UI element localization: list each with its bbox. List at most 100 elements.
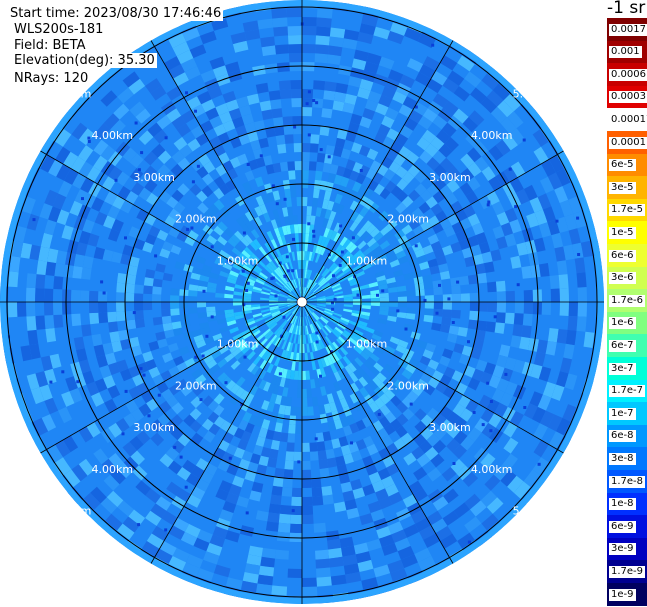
range-gate-cell (161, 388, 174, 401)
range-gate-cell (224, 227, 235, 238)
range-gate-cell (379, 297, 390, 302)
low-value-speckle (81, 197, 84, 201)
range-gate-cell (71, 122, 88, 140)
range-gate-cell (265, 318, 275, 325)
range-gate-cell (401, 195, 414, 208)
range-gate-cell (189, 408, 202, 421)
range-gate-cell (202, 224, 214, 235)
range-gate-cell (306, 305, 315, 312)
range-gate-cell (355, 270, 365, 278)
low-value-speckle (259, 154, 263, 158)
low-value-speckle (330, 350, 334, 354)
range-gate-cell (277, 236, 284, 246)
range-gate-cell (275, 44, 289, 55)
range-gate-cell (507, 111, 524, 129)
range-gate-cell (90, 486, 107, 504)
range-gate-cell (264, 63, 278, 74)
range-gate-cell (259, 204, 268, 215)
range-gate-cell (269, 250, 277, 260)
range-gate-cell (212, 526, 228, 539)
colorbar-tick-label: 3e-8 (609, 452, 636, 465)
range-gate-cell (302, 287, 305, 297)
range-gate-cell (215, 103, 229, 116)
range-gate-cell (250, 139, 261, 151)
range-gate-cell (213, 199, 225, 211)
range-gate-cell (475, 232, 488, 245)
range-gate-cell (239, 525, 254, 537)
range-gate-cell (45, 261, 57, 276)
ring-label: 2.00km (175, 379, 217, 392)
range-gate-cell (294, 316, 299, 326)
range-gate-cell (325, 295, 335, 299)
range-gate-cell (458, 238, 471, 251)
range-gate-cell (299, 343, 302, 353)
range-gate-cell (195, 255, 207, 265)
range-gate-cell (156, 115, 172, 130)
range-gate-cell (387, 30, 405, 45)
range-gate-cell (120, 253, 131, 266)
low-value-speckle (164, 528, 168, 532)
range-gate-cell (287, 303, 297, 306)
range-gate-cell (218, 249, 229, 259)
range-gate-cell (315, 35, 330, 46)
range-gate-cell (276, 62, 290, 73)
low-value-speckle (315, 340, 319, 344)
range-gate-cell (470, 347, 482, 360)
range-gate-cell (297, 379, 302, 390)
range-gate-cell (200, 269, 211, 278)
range-gate-cell (332, 312, 342, 318)
range-gate-cell (208, 203, 220, 215)
low-value-speckle (331, 301, 334, 305)
range-gate-cell (142, 351, 154, 363)
range-gate-cell (55, 457, 72, 475)
range-gate-cell (61, 289, 72, 302)
range-gate-cell (252, 444, 264, 456)
range-gate-cell (135, 108, 151, 124)
range-gate-cell (168, 64, 185, 79)
range-gate-cell (377, 254, 388, 263)
range-gate-cell (173, 137, 188, 151)
range-gate-cell (133, 238, 146, 251)
colorbar-cell: 6e-5 (607, 153, 647, 177)
colorbar-cell: 3e-5 (607, 176, 647, 200)
range-gate-cell (105, 352, 117, 365)
range-gate-cell (307, 303, 317, 308)
low-value-speckle (137, 168, 141, 172)
range-gate-cell (473, 338, 484, 351)
range-gate-cell (532, 289, 543, 302)
low-value-speckle (282, 315, 286, 319)
low-value-speckle (271, 184, 275, 188)
range-gate-cell (312, 312, 320, 319)
range-gate-cell (205, 107, 219, 121)
colorbar-tick-label: 1.7e-8 (609, 475, 646, 488)
range-gate-cell (266, 363, 274, 374)
range-gate-cell (269, 322, 278, 331)
range-gate-cell (258, 348, 267, 358)
range-gate-cell (257, 408, 267, 419)
range-gate-cell (239, 390, 250, 401)
range-gate-cell (217, 372, 228, 383)
range-gate-cell (510, 161, 526, 178)
range-gate-cell (265, 127, 276, 138)
range-gate-cell (126, 319, 137, 330)
range-gate-cell (352, 181, 362, 193)
range-gate-cell (481, 513, 499, 531)
range-gate-cell (490, 249, 502, 262)
range-gate-cell (444, 137, 459, 152)
range-gate-cell (281, 368, 288, 379)
low-value-speckle (76, 380, 80, 384)
colorbar-tick-label: 0.0017 (609, 23, 647, 36)
range-gate-cell (260, 305, 270, 309)
range-gate-cell (70, 156, 86, 173)
range-gate-cell (354, 357, 364, 367)
range-gate-cell (162, 322, 173, 332)
range-gate-cell (63, 435, 79, 453)
range-gate-cell (153, 129, 168, 144)
range-gate-cell (164, 329, 175, 339)
range-gate-cell (61, 391, 75, 407)
range-gate-cell (234, 351, 244, 361)
range-gate-cell (366, 538, 382, 552)
range-gate-cell (186, 554, 204, 569)
range-gate-cell (198, 280, 209, 287)
range-gate-cell (290, 505, 302, 515)
